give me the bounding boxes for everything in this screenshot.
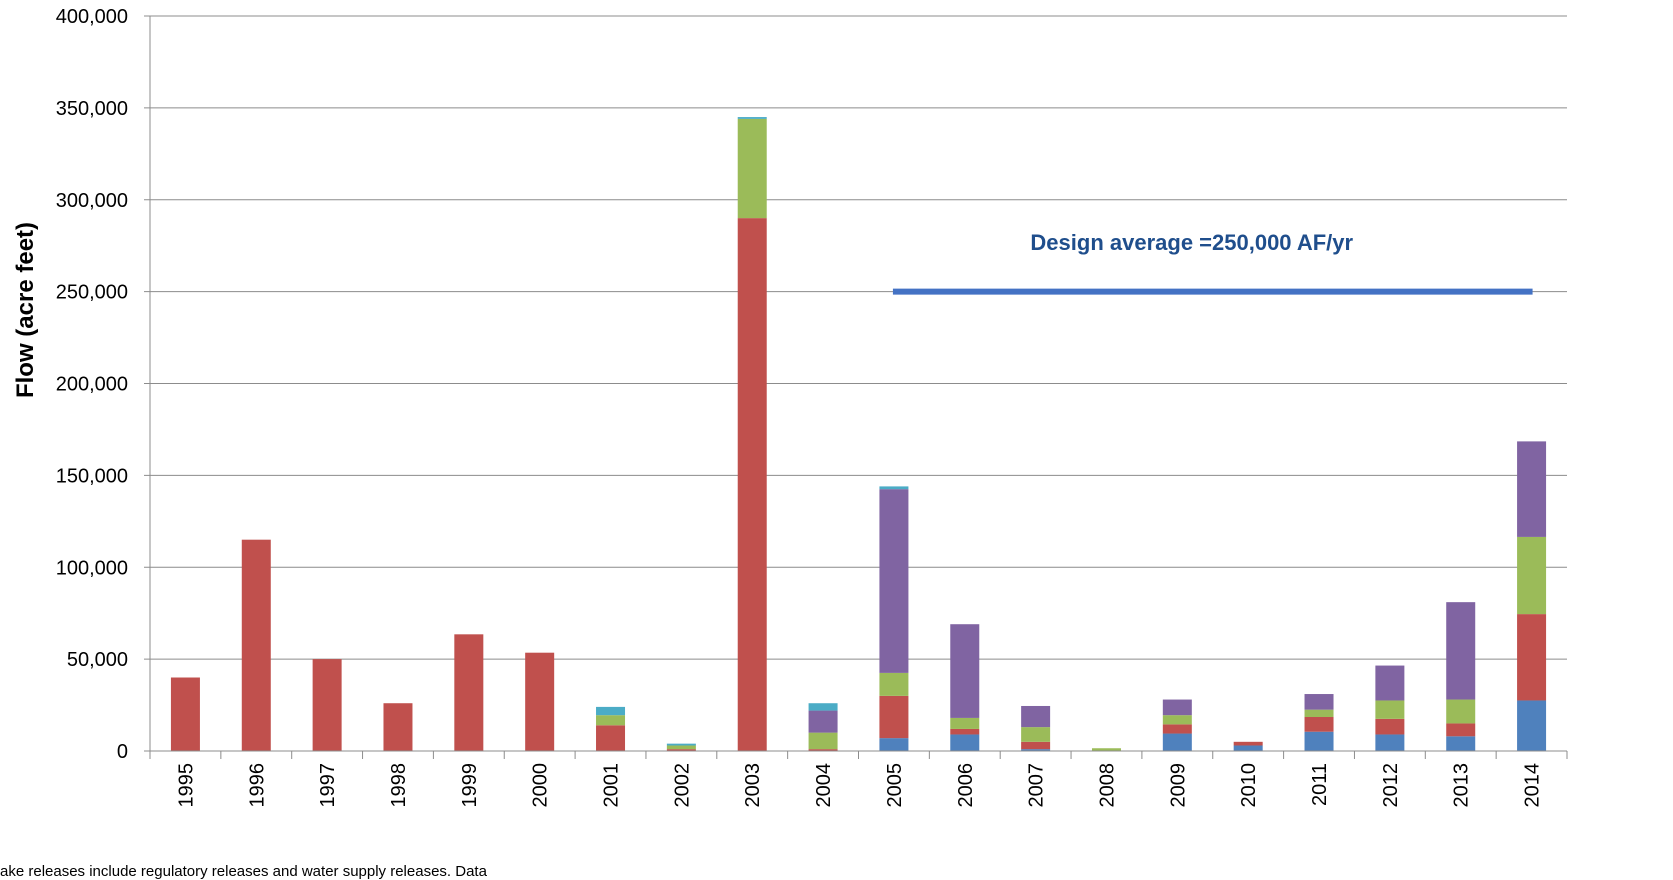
x-tick-label: 2013 <box>1451 763 1473 808</box>
bar-2013-s3 <box>1446 699 1476 724</box>
y-tick-label: 0 <box>117 741 128 763</box>
y-tick-label: 300,000 <box>56 190 128 212</box>
bar-2012-s4 <box>1375 665 1405 701</box>
x-tick-label: 2005 <box>884 763 906 808</box>
axes <box>149 16 1567 752</box>
x-tick-label: 2014 <box>1522 763 1544 808</box>
x-tick-label: 2003 <box>742 763 764 808</box>
y-tick-label: 50,000 <box>67 649 128 671</box>
bar-2005-s2 <box>879 695 909 739</box>
bar-2011-s2 <box>1304 717 1334 732</box>
bar-2011-s4 <box>1304 694 1334 710</box>
x-tick-label: 2002 <box>671 763 693 808</box>
bar-2007-s2 <box>1021 741 1051 750</box>
bar-2011-s3 <box>1304 709 1334 718</box>
y-tick-label: 100,000 <box>56 557 128 579</box>
x-tick-label: 2004 <box>813 763 835 808</box>
y-tick-label: 150,000 <box>56 465 128 487</box>
bar-2013-s1 <box>1446 736 1476 751</box>
x-tick-label: 1998 <box>388 763 410 808</box>
bar-2001-s3 <box>596 715 626 726</box>
gridlines <box>150 15 1567 660</box>
bar-2014-s4 <box>1517 441 1547 537</box>
bars <box>170 117 1547 751</box>
bar-2012-s3 <box>1375 700 1405 719</box>
x-tick-label: 2009 <box>1167 763 1189 808</box>
x-tick-label: 2000 <box>530 763 552 808</box>
bar-2014-s1 <box>1517 700 1547 751</box>
x-tick-label: 2001 <box>601 763 623 808</box>
bar-2001-s5 <box>596 706 626 716</box>
y-tick-label: 250,000 <box>56 282 128 304</box>
x-tick-label: 2008 <box>1096 763 1118 808</box>
x-axis-ticks: 1995 1996 1997 1998 1999 2000 2001 2002 2003 2004… <box>149 751 1568 808</box>
bar-2005-s4 <box>879 489 909 673</box>
x-tick-label: 2011 <box>1309 763 1331 806</box>
bar-2003-s3 <box>737 118 767 219</box>
bar-2011-s1 <box>1304 731 1334 751</box>
bar-1999-s2 <box>454 634 484 751</box>
bar-2009-s3 <box>1162 715 1192 725</box>
bar-2005-s5 <box>879 486 909 490</box>
y-axis-label: Flow (acre feet) <box>12 222 39 398</box>
bar-2004-s5 <box>808 703 838 711</box>
x-tick-label: 1995 <box>175 763 197 808</box>
bar-2002-s3 <box>666 745 696 750</box>
bar-2013-s4 <box>1446 602 1476 700</box>
bar-1996-s2 <box>241 539 271 751</box>
bar-2006-s3 <box>950 717 980 729</box>
bar-2004-s2 <box>808 749 838 751</box>
y-tick-label: 200,000 <box>56 374 128 396</box>
x-tick-label: 1996 <box>246 763 268 808</box>
bar-2002-s5 <box>666 743 696 746</box>
footnote: ake releases include regulatory releases… <box>0 863 487 880</box>
bar-1998-s2 <box>383 703 413 751</box>
bar-2009-s4 <box>1162 699 1192 716</box>
x-tick-label: 2007 <box>1026 763 1048 808</box>
bar-2009-s2 <box>1162 724 1192 734</box>
bar-2007-s4 <box>1021 705 1051 728</box>
bar-2009-s1 <box>1162 733 1192 751</box>
bar-2006-s2 <box>950 728 980 735</box>
bar-2005-s1 <box>879 738 909 751</box>
bar-2002-s2 <box>666 749 696 751</box>
bar-2006-s4 <box>950 624 980 718</box>
bar-2012-s2 <box>1375 718 1405 735</box>
bar-2007-s3 <box>1021 727 1051 742</box>
x-tick-label: 2006 <box>955 763 977 808</box>
bar-1997-s2 <box>312 659 342 751</box>
bar-2008-s3 <box>1091 748 1121 751</box>
x-tick-label: 2012 <box>1380 763 1402 808</box>
bar-2004-s3 <box>808 732 838 750</box>
x-tick-label: 1999 <box>459 763 481 808</box>
bar-2004-s4 <box>808 710 838 733</box>
bar-2005-s3 <box>879 672 909 696</box>
bar-2014-s3 <box>1517 536 1547 615</box>
y-axis-ticks: 0 50,000 100,000 150,000 200,000 250,000 300,0… <box>56 6 150 763</box>
bar-2010-s1 <box>1233 745 1263 751</box>
x-tick-label: 1997 <box>317 763 339 808</box>
y-tick-label: 400,000 <box>56 6 128 28</box>
design-average-label: Design average =250,000 AF/yr <box>1030 230 1353 255</box>
bar-2012-s1 <box>1375 734 1405 751</box>
y-tick-label: 350,000 <box>56 98 128 120</box>
bar-2010-s2 <box>1233 741 1263 746</box>
bar-2001-s2 <box>596 725 626 751</box>
bar-2003-s5 <box>737 117 767 119</box>
bar-2014-s2 <box>1517 614 1547 701</box>
bar-2006-s1 <box>950 734 980 751</box>
bar-2013-s2 <box>1446 723 1476 737</box>
bar-2003-s2 <box>737 218 767 751</box>
bar-2000-s2 <box>525 652 555 751</box>
x-tick-label: 2010 <box>1238 763 1260 808</box>
bar-2007-s1 <box>1021 749 1051 751</box>
annotations: Design average =250,000 AF/yr <box>892 230 1533 295</box>
bar-1995-s2 <box>170 677 200 751</box>
